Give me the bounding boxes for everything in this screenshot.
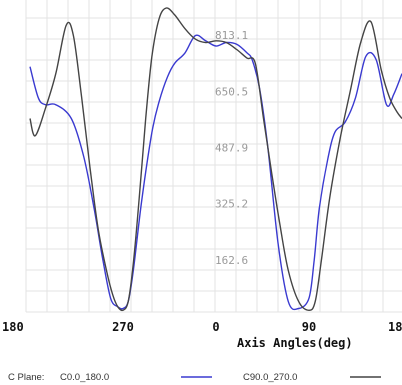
y-tick-label: 487.9	[215, 141, 248, 154]
legend-entry-label: C90.0_270.0	[243, 372, 297, 383]
x-axis-title: Axis Angles(deg)	[237, 336, 353, 350]
y-tick-label: 162.6	[215, 254, 248, 267]
legend-entry-label: C0.0_180.0	[60, 372, 109, 383]
y-tick-label: 813.1	[215, 29, 248, 42]
legend-prefix: C Plane:	[8, 372, 44, 383]
series-lines	[29, 7, 402, 312]
series-line-0	[29, 34, 402, 311]
y-tick-label: 325.2	[215, 198, 248, 211]
y-tick-label: 650.5	[215, 85, 248, 98]
x-axis-tick-labels: 180 270 0 90 180	[2, 320, 402, 334]
chart-grid	[25, 0, 402, 313]
series-line-1	[29, 7, 402, 312]
x-tick-label: 180	[2, 320, 24, 334]
x-tick-label: 270	[112, 320, 134, 334]
y-axis-tick-labels: 162.6 325.2 487.9 650.5 813.1	[215, 29, 248, 267]
x-tick-label: 180	[388, 320, 402, 334]
legend: C Plane: C0.0_180.0 C90.0_270.0	[8, 372, 381, 383]
x-tick-label: 0	[212, 320, 219, 334]
x-tick-label: 90	[302, 320, 316, 334]
